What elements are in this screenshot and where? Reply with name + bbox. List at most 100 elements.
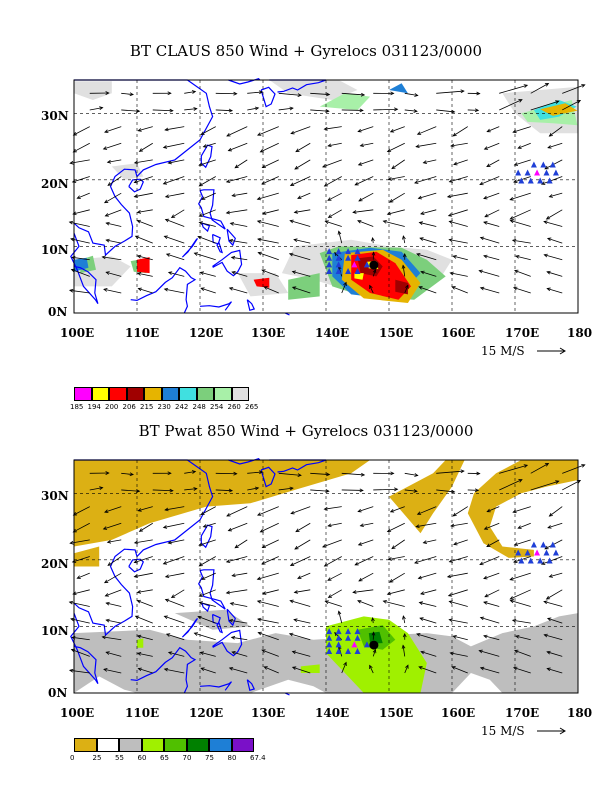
wind-vector-head xyxy=(198,221,203,225)
wind-vector xyxy=(479,650,500,657)
wind-vector xyxy=(137,255,153,261)
wind-vector xyxy=(104,506,122,513)
wind-vector xyxy=(103,288,122,294)
wind-vector-head xyxy=(523,464,529,468)
wind-vector xyxy=(541,176,563,185)
wind-vector-head xyxy=(418,666,423,670)
wind-vector-head xyxy=(102,526,108,530)
colorbar-swatch xyxy=(126,387,144,401)
wind-vector-head xyxy=(164,598,170,603)
wind-vector xyxy=(295,142,311,152)
wind-vector-head xyxy=(129,472,134,477)
wind-vector xyxy=(137,652,153,657)
wind-vector-head xyxy=(448,179,454,183)
panel2-title: BT Pwat 850 Wind + Gyrelocs 031123/0000 xyxy=(138,422,474,440)
wind-vector-head xyxy=(291,270,297,275)
shaded-region xyxy=(300,664,320,673)
wind-vector-head xyxy=(101,635,106,640)
wind-vector xyxy=(257,220,279,227)
reference-arrow-icon xyxy=(537,727,566,735)
wind-vector xyxy=(102,636,122,641)
wind-vector xyxy=(73,506,90,516)
wind-vector-head xyxy=(198,213,203,217)
wind-vector-head xyxy=(544,165,549,170)
wind-vector xyxy=(452,126,468,137)
wind-vector xyxy=(134,539,153,544)
wind-vector xyxy=(107,176,122,186)
wind-vector-head xyxy=(478,269,483,274)
wind-vector-head xyxy=(230,255,236,260)
wind-vector xyxy=(404,92,418,96)
gyre-marker xyxy=(354,268,361,275)
reference-arrow-icon xyxy=(537,347,566,355)
colorbar-swatch xyxy=(186,738,209,752)
wind-vector xyxy=(357,600,374,607)
coast-segment xyxy=(198,569,226,610)
wind-vector xyxy=(230,602,248,607)
wind-vector xyxy=(71,649,90,657)
wind-vector xyxy=(72,209,90,215)
wind-vector xyxy=(388,556,405,560)
wind-vector-head xyxy=(263,286,268,290)
gyre-marker xyxy=(524,169,531,176)
colorbar-swatch xyxy=(214,387,232,401)
wind-vector xyxy=(448,589,468,597)
lat-label-20n: 20N xyxy=(41,177,69,191)
wind-vector xyxy=(402,235,406,244)
wind-vector-head xyxy=(325,489,330,493)
wind-vector-head xyxy=(357,508,362,513)
wind-vector xyxy=(69,669,90,674)
gyre-marker xyxy=(540,541,547,548)
wind-vector xyxy=(328,209,342,218)
wind-vector-head xyxy=(401,264,406,269)
wind-vector xyxy=(418,286,437,294)
wind-vector xyxy=(544,634,563,641)
wind-vector xyxy=(103,142,122,150)
wind-vector xyxy=(449,600,468,607)
gyre-marker xyxy=(363,641,370,648)
wind-vector xyxy=(530,83,549,94)
wind-vector-head xyxy=(509,216,514,220)
wind-vector xyxy=(294,159,311,170)
lon-label-160e: 160E xyxy=(441,326,476,340)
wind-vector xyxy=(310,489,329,492)
wind-vector xyxy=(420,271,437,277)
gyre-marker xyxy=(549,541,556,548)
panel1-title: BT CLAUS 850 Wind + Gyrelocs 031123/0000 xyxy=(129,42,483,60)
wind-vector xyxy=(71,269,90,277)
colorbar-swatch xyxy=(96,738,119,752)
wind-vector xyxy=(483,255,500,261)
pwat-map xyxy=(68,458,586,696)
wind-vector xyxy=(515,635,531,641)
wind-vector-head xyxy=(514,269,519,274)
wind-vector-head xyxy=(254,106,260,111)
wind-vector-head xyxy=(546,287,551,292)
wind-vector xyxy=(229,287,248,294)
wind-vector-head xyxy=(290,130,295,135)
wind-vector-head xyxy=(69,160,74,165)
gyre-marker xyxy=(351,641,358,648)
wind-vector xyxy=(479,270,500,277)
wind-vector xyxy=(341,92,365,96)
wind-vector xyxy=(104,126,122,133)
gyre-marker xyxy=(326,648,333,655)
wind-vector-head xyxy=(419,237,424,241)
wind-vector-head xyxy=(414,473,419,477)
wind-vector-head xyxy=(452,512,457,517)
wind-vector-head xyxy=(546,650,551,655)
wind-vector-head xyxy=(323,506,328,511)
wind-vector-head xyxy=(225,559,231,563)
wind-vector-head xyxy=(164,574,170,579)
wind-vector-head xyxy=(164,218,170,223)
lon-label-160e: 160E xyxy=(441,706,476,720)
gyre-marker xyxy=(354,248,361,255)
shaded-region xyxy=(111,163,144,180)
gyre-marker xyxy=(546,557,553,564)
coast-segment xyxy=(200,144,213,169)
coast-segment xyxy=(201,602,211,613)
wind-vector xyxy=(514,270,531,277)
wind-vector xyxy=(499,464,528,474)
wind-vector xyxy=(453,539,468,545)
wind-vector xyxy=(257,618,279,624)
wind-vector-head xyxy=(354,181,359,186)
